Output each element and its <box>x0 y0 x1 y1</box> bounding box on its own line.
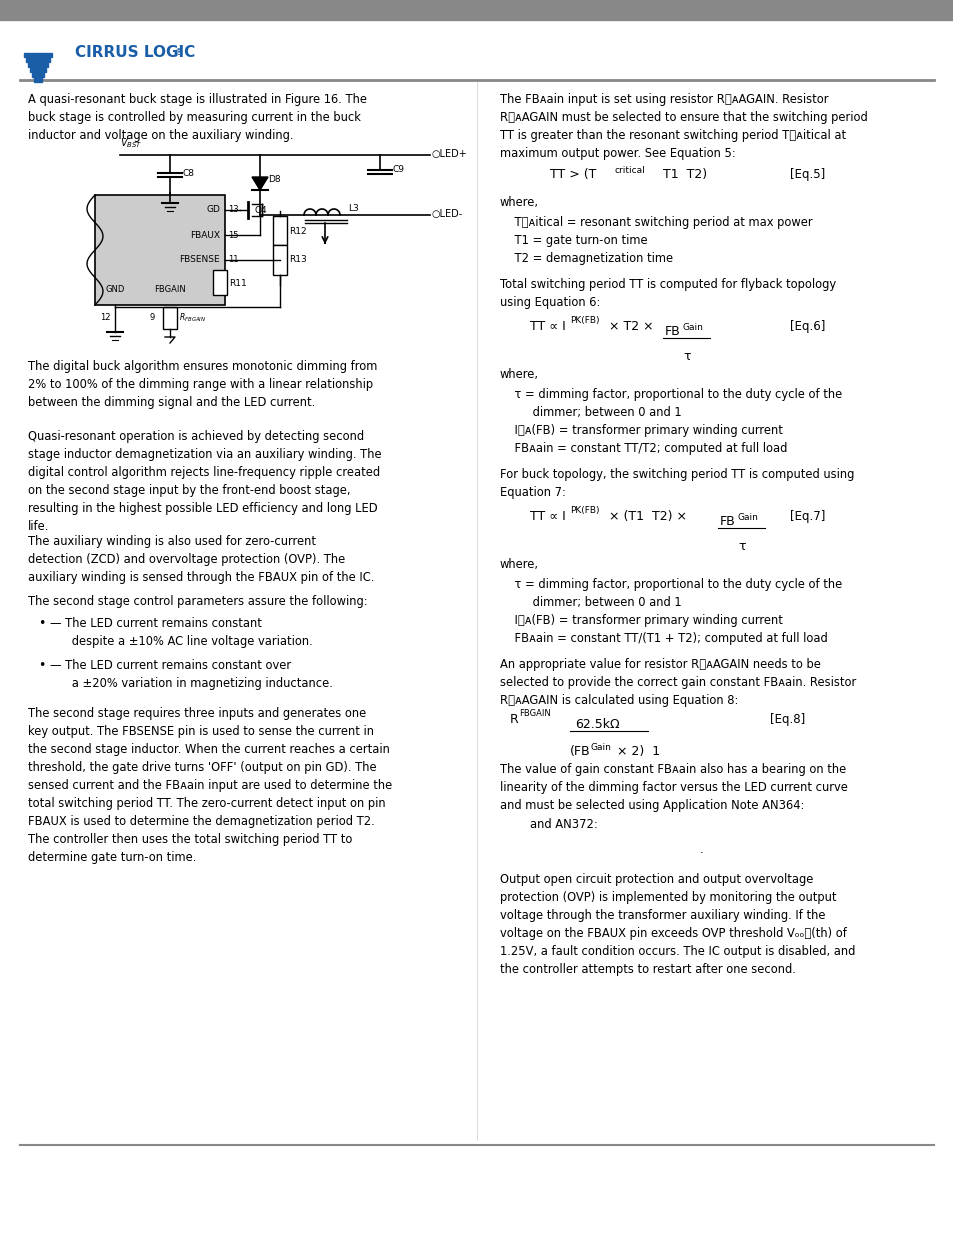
Text: τ = dimming factor, proportional to the duty cycle of the
         dimmer; betwe: τ = dimming factor, proportional to the … <box>499 578 841 645</box>
Text: .: . <box>700 844 703 856</box>
Text: $R_{FBGAIN}$: $R_{FBGAIN}$ <box>179 311 206 325</box>
Text: [Eq.6]: [Eq.6] <box>789 320 824 333</box>
Text: PK(FB): PK(FB) <box>569 506 598 515</box>
Text: ○LED-: ○LED- <box>432 209 463 219</box>
Text: FBSENSE: FBSENSE <box>179 256 220 264</box>
Bar <box>34 78 42 82</box>
Text: •: • <box>38 659 46 672</box>
Text: The FBᴀain input is set using resistor R₞ᴀAGAIN. Resistor
R₞ᴀAGAIN must be selec: The FBᴀain input is set using resistor R… <box>499 93 867 161</box>
FancyBboxPatch shape <box>95 195 225 305</box>
Text: R: R <box>510 713 518 726</box>
Text: × 2)  1: × 2) 1 <box>613 745 659 758</box>
Text: τ = dimming factor, proportional to the duty cycle of the
         dimmer; betwe: τ = dimming factor, proportional to the … <box>499 388 841 454</box>
Text: D8: D8 <box>268 175 280 184</box>
Text: GND: GND <box>105 285 125 294</box>
Text: × T2 ×: × T2 × <box>604 320 653 333</box>
Text: FBAUX: FBAUX <box>190 231 220 240</box>
Text: — The LED current remains constant
      despite a ±10% AC line voltage variatio: — The LED current remains constant despi… <box>50 618 313 648</box>
Text: For buck topology, the switching period TT is computed using
Equation 7:: For buck topology, the switching period … <box>499 468 854 499</box>
Text: where,: where, <box>499 196 538 209</box>
Text: R12: R12 <box>289 226 306 236</box>
Text: •: • <box>38 618 46 630</box>
Text: Gain: Gain <box>590 743 611 752</box>
Text: × (T1  T2) ×: × (T1 T2) × <box>604 510 686 522</box>
Text: R13: R13 <box>289 256 307 264</box>
Text: where,: where, <box>499 368 538 382</box>
Text: ®: ® <box>174 48 183 57</box>
Text: where,: where, <box>499 558 538 571</box>
Text: ○LED+: ○LED+ <box>432 149 467 159</box>
Text: Q4: Q4 <box>254 205 268 215</box>
Bar <box>273 216 287 245</box>
Text: The digital buck algorithm ensures monotonic dimming from
2% to 100% of the dimm: The digital buck algorithm ensures monot… <box>28 359 377 409</box>
Text: TT ∝ I: TT ∝ I <box>530 320 565 333</box>
Text: FBGAIN: FBGAIN <box>518 709 550 718</box>
Bar <box>24 53 52 57</box>
Bar <box>0 0 953 20</box>
Text: A quasi-resonant buck stage is illustrated in Figure 16. The
buck stage is contr: A quasi-resonant buck stage is illustrat… <box>28 93 367 142</box>
Text: 9: 9 <box>150 312 155 321</box>
Text: — The LED current remains constant over
      a ±20% variation in magnetizing in: — The LED current remains constant over … <box>50 659 333 690</box>
Text: TT ∝ I: TT ∝ I <box>530 510 565 522</box>
Text: The auxiliary winding is also used for zero-current
detection (ZCD) and overvolt: The auxiliary winding is also used for z… <box>28 535 374 584</box>
Text: C9: C9 <box>393 165 405 174</box>
Text: [Eq.7]: [Eq.7] <box>789 510 824 522</box>
Text: TT > (T: TT > (T <box>550 168 596 182</box>
Text: τ: τ <box>682 350 690 363</box>
Text: 11: 11 <box>228 256 238 264</box>
Text: 12: 12 <box>100 312 111 321</box>
Polygon shape <box>252 177 268 190</box>
Bar <box>26 58 50 62</box>
Text: Output open circuit protection and output overvoltage
protection (OVP) is implem: Output open circuit protection and outpu… <box>499 873 855 976</box>
Text: critical: critical <box>615 165 645 175</box>
Bar <box>163 308 177 329</box>
Text: Total switching period TT is computed for flyback topology
using Equation 6:: Total switching period TT is computed fo… <box>499 278 835 309</box>
Text: [Eq.5]: [Eq.5] <box>789 168 824 182</box>
Text: C8: C8 <box>183 168 194 178</box>
Text: Gain: Gain <box>682 324 703 332</box>
Text: 13: 13 <box>228 205 238 215</box>
Text: The value of gain constant FBᴀain also has a bearing on the
linearity of the dim: The value of gain constant FBᴀain also h… <box>499 763 847 811</box>
Text: GD: GD <box>206 205 220 215</box>
Text: R11: R11 <box>229 279 247 288</box>
Bar <box>213 270 227 295</box>
Text: L3: L3 <box>348 204 358 212</box>
Text: τ: τ <box>738 540 744 553</box>
Text: Quasi-resonant operation is achieved by detecting second
stage inductor demagnet: Quasi-resonant operation is achieved by … <box>28 430 381 534</box>
Text: FB: FB <box>720 515 735 529</box>
Text: 62.5kΩ: 62.5kΩ <box>575 718 619 731</box>
Bar <box>28 63 48 67</box>
Bar <box>30 68 46 72</box>
Text: [Eq.8]: [Eq.8] <box>769 713 804 726</box>
Text: T₞ᴀitical = resonant switching period at max power
    T1 = gate turn-on time
  : T₞ᴀitical = resonant switching period at… <box>499 216 812 266</box>
Text: The second stage requires three inputs and generates one
key output. The FBSENSE: The second stage requires three inputs a… <box>28 706 392 864</box>
Text: FBGAIN: FBGAIN <box>154 285 186 294</box>
Text: FB: FB <box>664 325 680 338</box>
Text: CIRRUS LOGIC: CIRRUS LOGIC <box>75 44 195 61</box>
Text: An appropriate value for resistor R₞ᴀAGAIN needs to be
selected to provide the c: An appropriate value for resistor R₞ᴀAGA… <box>499 658 856 706</box>
Text: (FB: (FB <box>569 745 590 758</box>
Text: The second stage control parameters assure the following:: The second stage control parameters assu… <box>28 595 367 608</box>
Text: $V_{BST}$: $V_{BST}$ <box>120 136 142 149</box>
Bar <box>32 73 44 77</box>
Text: 15: 15 <box>228 231 238 240</box>
Text: T1  T2): T1 T2) <box>655 168 706 182</box>
Text: PK(FB): PK(FB) <box>569 316 598 325</box>
Text: Gain: Gain <box>738 513 758 522</box>
Text: and AN372:: and AN372: <box>530 818 598 831</box>
Bar <box>273 245 287 275</box>
